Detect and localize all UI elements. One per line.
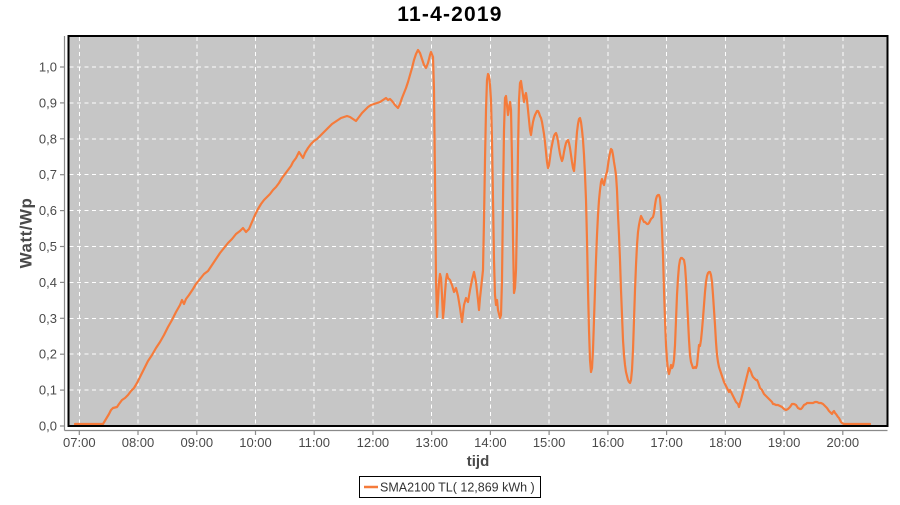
- svg-text:SMA2100 TL( 12,869 kWh ): SMA2100 TL( 12,869 kWh ): [380, 481, 535, 495]
- svg-text:08:00: 08:00: [122, 435, 155, 450]
- svg-text:0,6: 0,6: [39, 203, 57, 218]
- svg-text:13:00: 13:00: [415, 435, 448, 450]
- svg-text:0,8: 0,8: [39, 131, 57, 146]
- svg-text:09:00: 09:00: [181, 435, 214, 450]
- svg-text:15:00: 15:00: [533, 435, 566, 450]
- svg-text:Watt/Wp: Watt/Wp: [17, 198, 36, 269]
- svg-text:18:00: 18:00: [709, 435, 742, 450]
- svg-text:14:00: 14:00: [474, 435, 507, 450]
- svg-text:0,9: 0,9: [39, 95, 57, 110]
- svg-text:0,2: 0,2: [39, 347, 57, 362]
- svg-text:19:00: 19:00: [768, 435, 801, 450]
- svg-text:11:00: 11:00: [298, 435, 330, 450]
- svg-text:0,5: 0,5: [39, 239, 57, 254]
- svg-text:0,3: 0,3: [39, 311, 57, 326]
- svg-text:07:00: 07:00: [63, 435, 96, 450]
- svg-text:0,0: 0,0: [39, 419, 57, 434]
- svg-text:12:00: 12:00: [357, 435, 390, 450]
- svg-text:17:00: 17:00: [650, 435, 683, 450]
- svg-text:0,4: 0,4: [39, 275, 57, 290]
- svg-text:20:00: 20:00: [827, 435, 860, 450]
- svg-text:16:00: 16:00: [592, 435, 625, 450]
- svg-text:10:00: 10:00: [239, 435, 272, 450]
- svg-text:0,7: 0,7: [39, 167, 57, 182]
- svg-text:0,1: 0,1: [39, 383, 57, 398]
- svg-text:tijd: tijd: [467, 453, 490, 470]
- svg-text:11-4-2019: 11-4-2019: [397, 3, 502, 26]
- svg-text:1,0: 1,0: [39, 60, 57, 75]
